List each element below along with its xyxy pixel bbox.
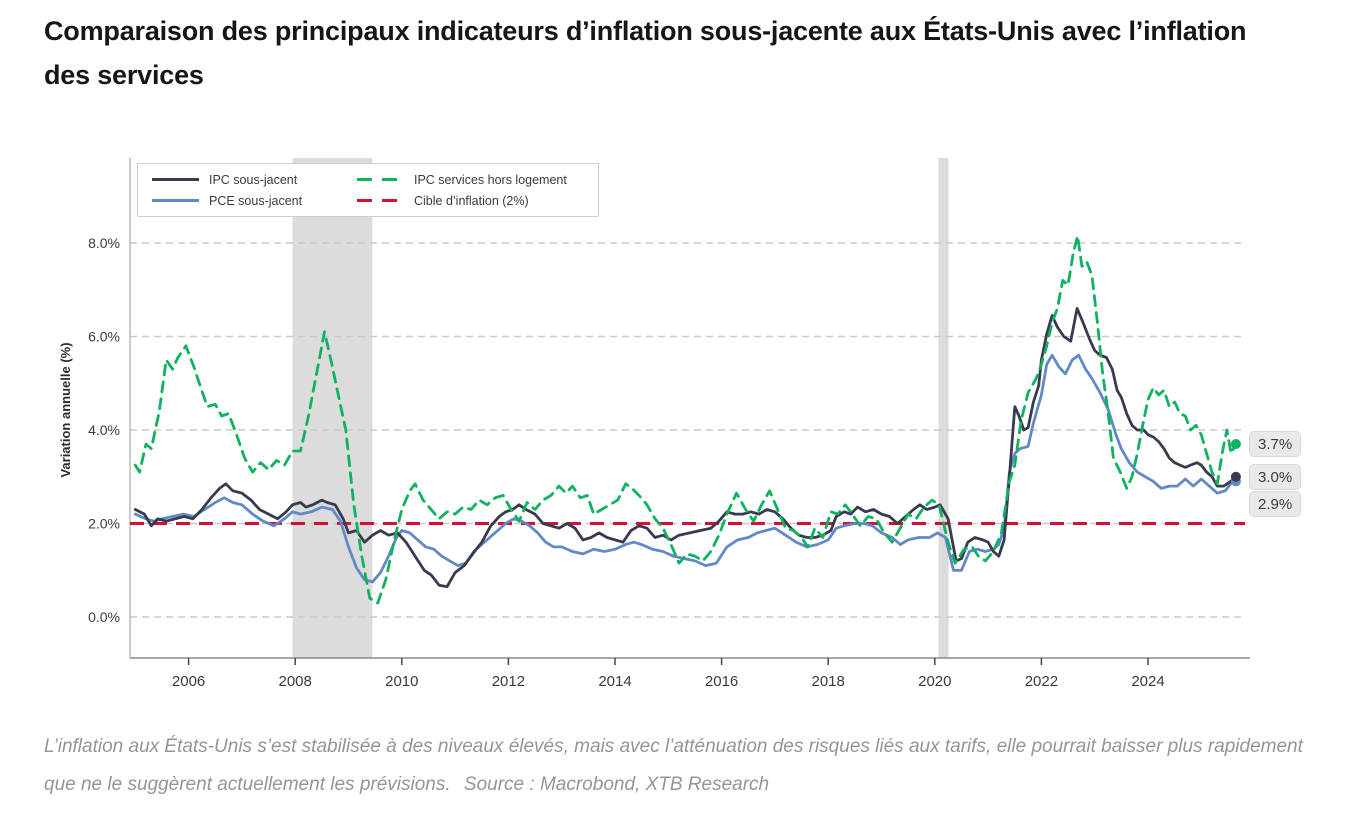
y-tick-label: 4.0% xyxy=(88,422,120,438)
x-tick-label: 2012 xyxy=(492,673,525,690)
caption-text: L’inflation aux États-Unis s’est stabili… xyxy=(44,736,1303,795)
x-tick-label: 2024 xyxy=(1131,673,1164,690)
end-value-badge-pce-sous-jacent: 2.9% xyxy=(1249,490,1302,517)
ipc-services-line-sample-icon xyxy=(357,178,404,181)
legend-item-pce-sous-jacent: PCE sous-jacent xyxy=(152,194,357,208)
x-tick-label: 2018 xyxy=(812,673,845,690)
series-ipc-sous-jacent xyxy=(133,307,1238,588)
y-axis-title: Variation annuelle (%) xyxy=(58,342,73,477)
legend-item-ipc-sous-jacent: IPC sous-jacent xyxy=(152,173,357,187)
recession-band xyxy=(292,158,373,658)
ipc-sous-jacent-line-sample-icon xyxy=(152,178,199,181)
y-tick-label: 8.0% xyxy=(88,235,120,251)
cible-inflation-line-sample-icon xyxy=(357,199,404,202)
x-tick-label: 2022 xyxy=(1025,673,1058,690)
y-tick-label: 0.0% xyxy=(88,609,120,625)
end-dot-ipc-services-hors-logement xyxy=(1230,439,1241,449)
y-tick-label: 2.0% xyxy=(88,516,120,532)
x-tick-label: 2014 xyxy=(598,673,631,690)
x-tick-label: 2016 xyxy=(705,673,738,690)
series-ipc-services-hors-logement xyxy=(133,234,1238,605)
legend-label: Cible d’inflation (2%) xyxy=(414,193,529,208)
x-tick-label: 2010 xyxy=(385,673,418,690)
legend-label: PCE sous-jacent xyxy=(209,193,303,208)
x-tick-label: 2020 xyxy=(918,673,951,690)
end-value-badge-ipc-sous-jacent: 3.0% xyxy=(1249,463,1302,490)
legend-label: IPC sous-jacent xyxy=(209,172,298,187)
series-pce-sous-jacent xyxy=(133,353,1238,584)
legend-label: IPC services hors logement xyxy=(414,172,567,187)
end-dot-ipc-sous-jacent xyxy=(1230,471,1241,482)
chart-caption: L’inflation aux États-Unis s’est stabili… xyxy=(44,728,1336,803)
x-tick-label: 2006 xyxy=(172,673,205,690)
pce-sous-jacent-line-sample-icon xyxy=(152,199,199,202)
y-tick-label: 6.0% xyxy=(88,329,120,345)
end-value-badge-ipc-services: 3.7% xyxy=(1249,431,1302,458)
page-title: Comparaison des principaux indicateurs d… xyxy=(44,16,1247,90)
legend-item-ipc-services: IPC services hors logement xyxy=(357,173,588,187)
recession-band xyxy=(938,158,949,658)
x-tick-label: 2008 xyxy=(279,673,312,690)
legend-item-cible-inflation: Cible d’inflation (2%) xyxy=(357,194,588,208)
chart-legend: IPC sous-jacent IPC services hors logeme… xyxy=(137,163,599,217)
caption-source: Source : Macrobond, XTB Research xyxy=(463,773,770,795)
